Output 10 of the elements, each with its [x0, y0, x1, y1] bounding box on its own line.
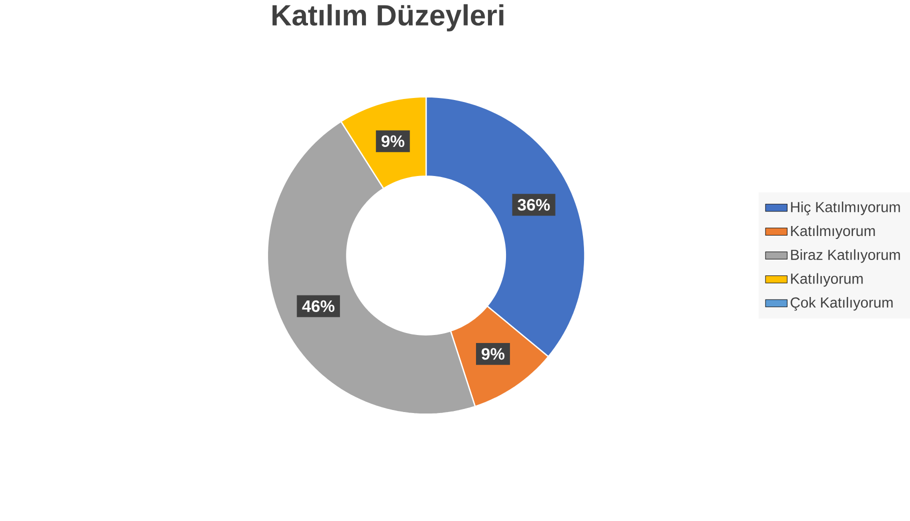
legend-label: Katılmıyorum [791, 225, 875, 240]
data-label: 36% [518, 199, 550, 211]
legend-label: Biraz Katılıyorum [791, 249, 900, 263]
legend-label: Hiç Katılmıyorum [791, 202, 900, 216]
data-label: 9% [382, 135, 404, 148]
legend-label: Katılıyorum [791, 273, 863, 287]
legend-label: Çok Katılıyorum [790, 297, 893, 311]
data-label: 46% [302, 300, 334, 312]
chart-title: Katılım Düzeyleri [272, 4, 504, 32]
data-label: 9% [482, 348, 504, 360]
